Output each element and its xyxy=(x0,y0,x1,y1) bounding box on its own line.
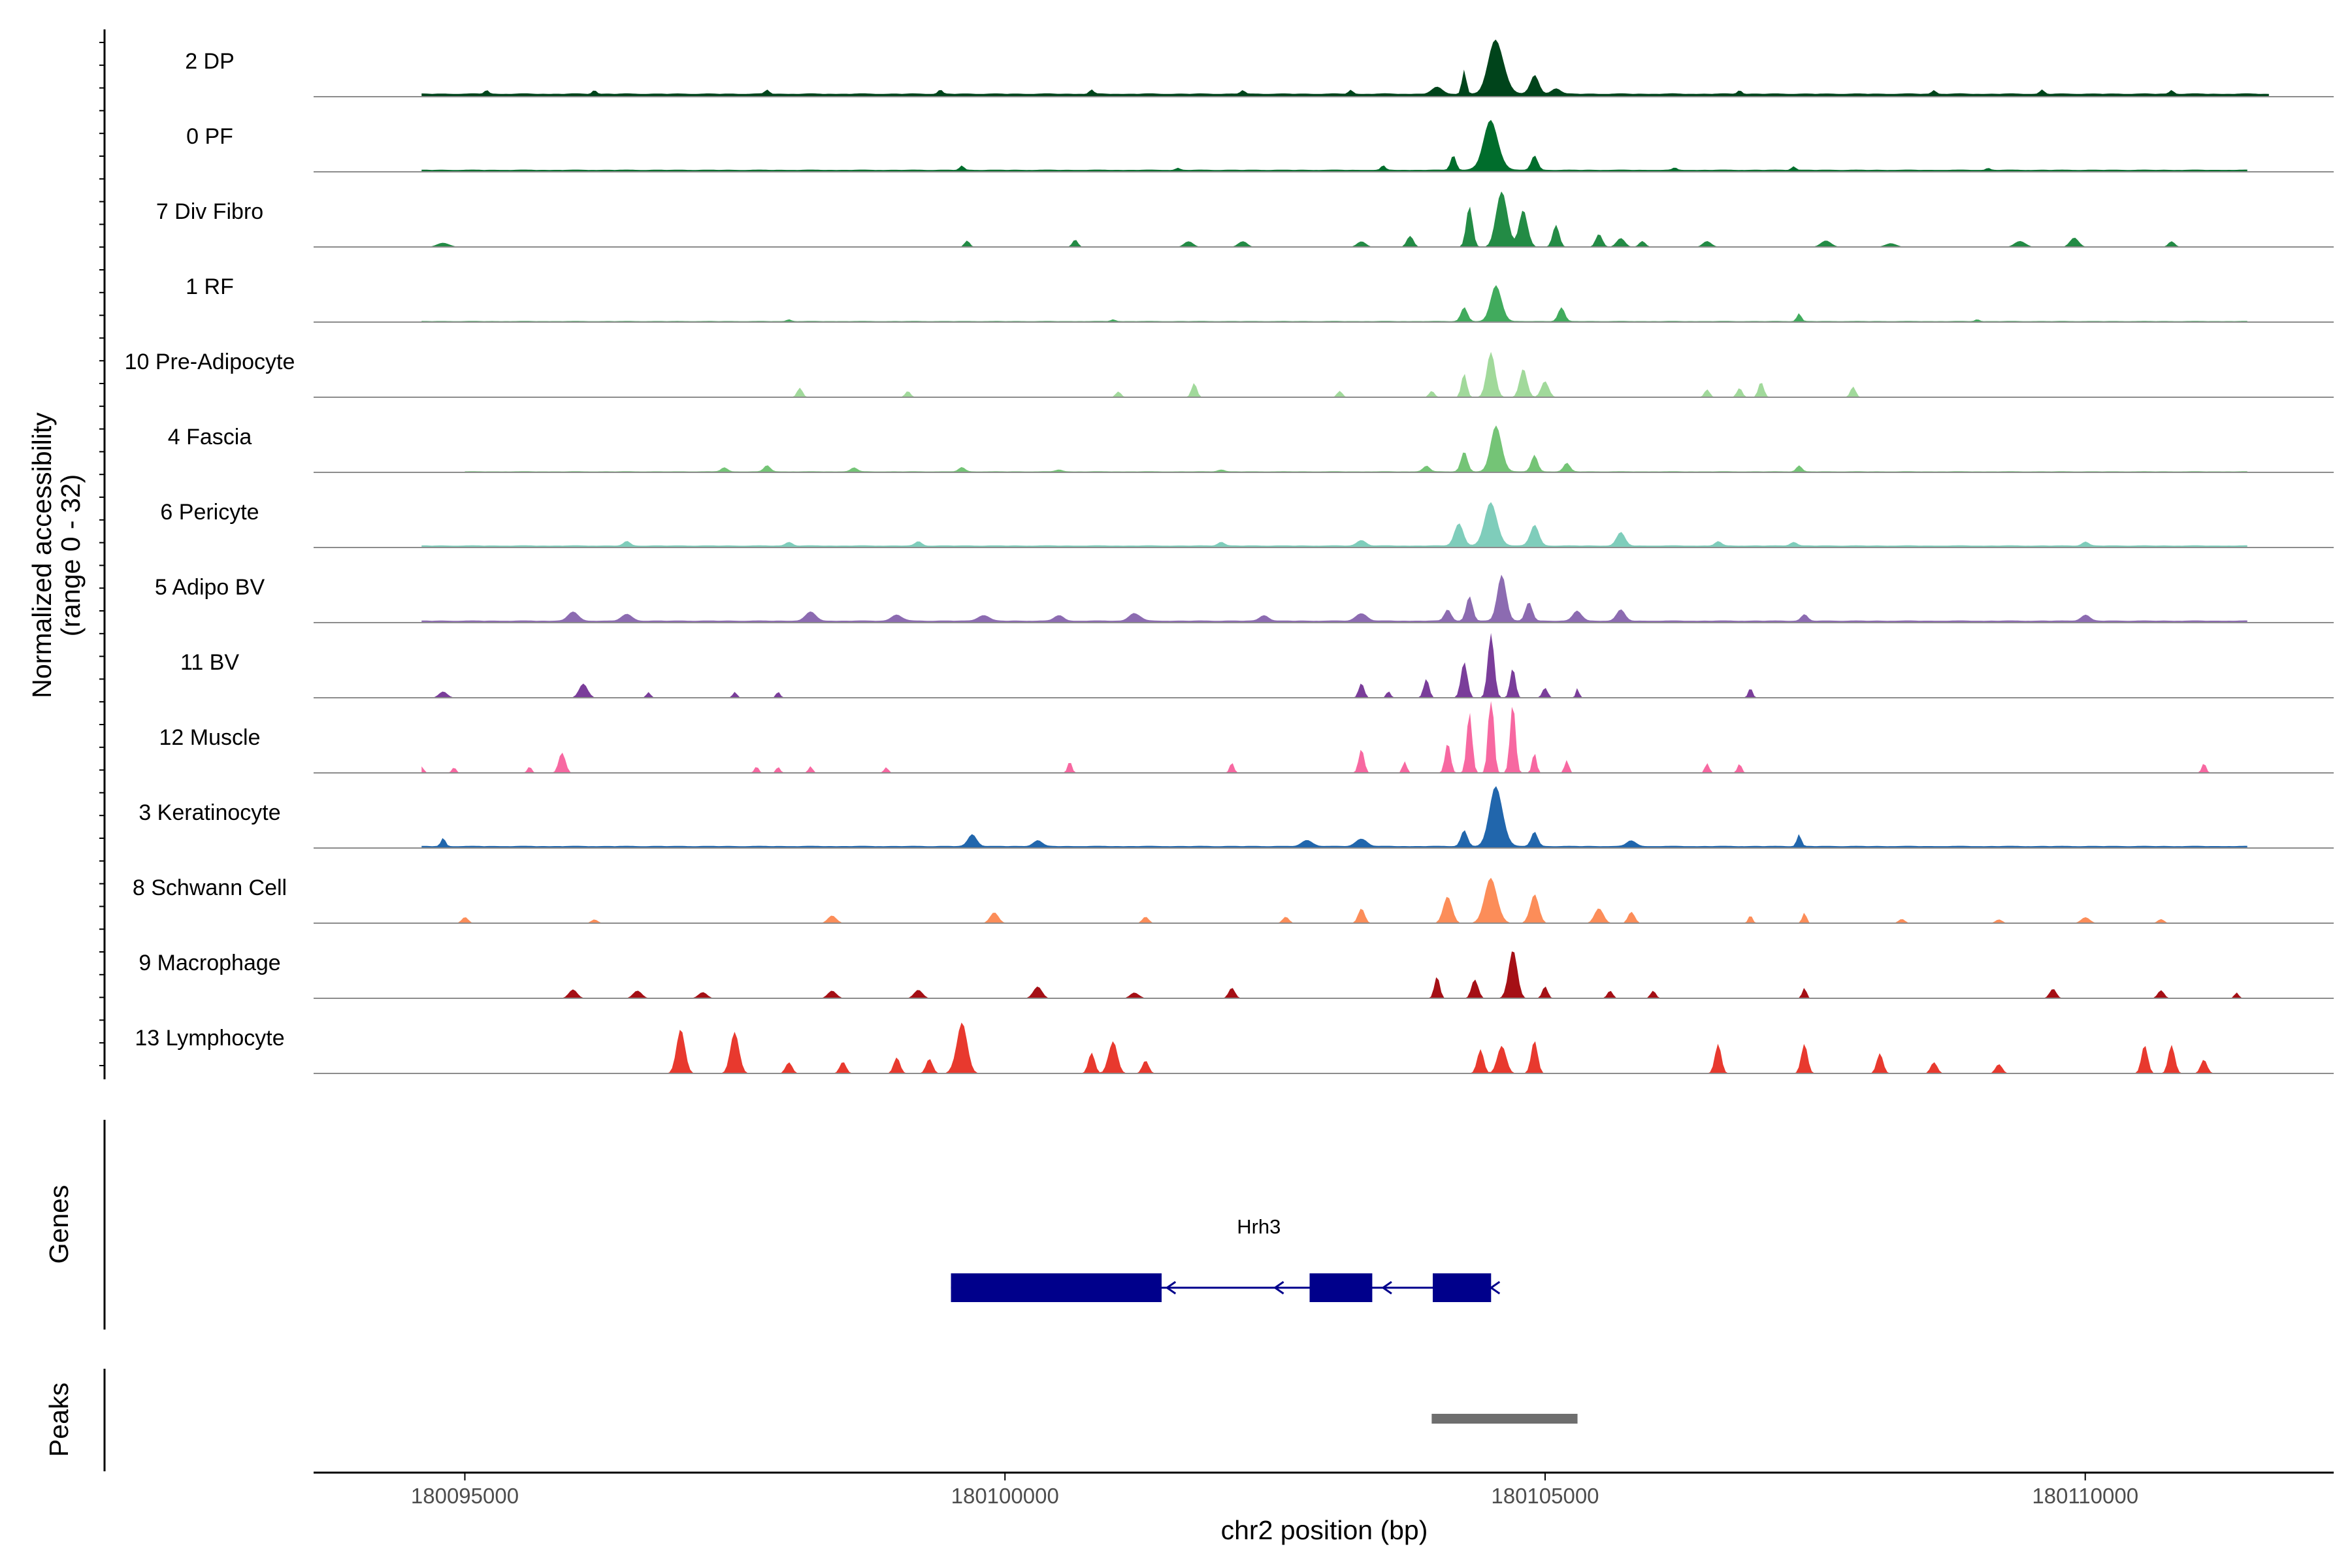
y-axis-title: Normalized accessibility(range 0 - 32) xyxy=(27,412,86,698)
track-0-pf: 0 PF xyxy=(186,120,2334,172)
strand-arrow xyxy=(1489,1281,1501,1295)
peaks-track-label: Peaks xyxy=(44,1382,74,1457)
track-label: 5 Adipo BV xyxy=(155,575,265,600)
coverage-area-12-muscle xyxy=(421,701,2247,773)
gene-exon xyxy=(1433,1273,1492,1302)
gene-name-label: Hrh3 xyxy=(1237,1215,1281,1238)
coverage-area-1-rf xyxy=(421,285,2247,322)
track-label: 10 Pre-Adipocyte xyxy=(125,350,295,374)
x-tick-label: 180110000 xyxy=(2032,1484,2138,1508)
strand-arrow xyxy=(1381,1281,1392,1295)
track-label: 11 BV xyxy=(180,650,239,675)
coverage-area-3-keratinocyte xyxy=(421,786,2247,848)
x-axis-title: chr2 position (bp) xyxy=(1221,1515,1428,1545)
peak-track: Peaks xyxy=(44,1369,1578,1471)
track-7-div-fibro: 7 Div Fibro xyxy=(156,191,2334,248)
coverage-area-0-pf xyxy=(421,120,2247,172)
coverage-area-13-lymphocyte xyxy=(421,1022,2247,1073)
track-5-adipo-bv: 5 Adipo BV xyxy=(155,574,2334,623)
coverage-area-5-adipo-bv xyxy=(421,574,2247,623)
x-tick-label: 180100000 xyxy=(951,1484,1059,1508)
peak-region xyxy=(1431,1414,1578,1424)
track-label: 9 Macrophage xyxy=(139,951,280,975)
track-label: 6 Pericyte xyxy=(160,500,259,525)
coverage-area-6-pericyte xyxy=(421,502,2247,547)
track-label: 0 PF xyxy=(186,124,233,149)
track-label: 1 RF xyxy=(186,274,234,299)
coverage-area-4-fascia xyxy=(465,425,2247,472)
track-2-dp: 2 DP xyxy=(185,39,2334,97)
track-label: 3 Keratinocyte xyxy=(139,800,280,825)
track-10-pre-adipocyte: 10 Pre-Adipocyte xyxy=(125,350,2334,398)
track-label: 2 DP xyxy=(185,49,235,74)
track-label: 12 Muscle xyxy=(159,725,261,750)
track-12-muscle: 12 Muscle xyxy=(159,701,2334,774)
gene-exon xyxy=(1309,1273,1373,1302)
track-8-schwann-cell: 8 Schwann Cell xyxy=(133,875,2334,924)
coverage-tracks: 2 DP 0 PF 7 Div Fibro 1 RF 10 Pre-Adipocyte 4… xyxy=(125,39,2334,1074)
track-3-keratinocyte: 3 Keratinocyte xyxy=(139,786,2334,849)
genes-track-label: Genes xyxy=(44,1185,74,1264)
x-tick-label: 180105000 xyxy=(1491,1484,1599,1508)
coverage-area-2-dp xyxy=(421,39,2269,97)
track-label: 8 Schwann Cell xyxy=(133,875,287,900)
gene-track: Genes Hrh3 xyxy=(44,1120,1501,1330)
strand-arrow xyxy=(1165,1281,1177,1295)
track-13-lymphocyte: 13 Lymphocyte xyxy=(135,1022,2334,1074)
coverage-area-8-schwann-cell xyxy=(421,877,2247,923)
coverage-area-9-macrophage xyxy=(421,951,2247,998)
track-9-macrophage: 9 Macrophage xyxy=(139,951,2334,999)
track-11-bv: 11 BV xyxy=(180,632,2334,698)
gene-exon xyxy=(951,1273,1162,1302)
track-label: 4 Fascia xyxy=(168,425,252,449)
x-tick-label: 180095000 xyxy=(411,1484,519,1508)
coverage-area-11-bv xyxy=(421,632,2247,698)
axes: Normalized accessibility(range 0 - 32) 18… xyxy=(27,29,2334,1508)
track-4-fascia: 4 Fascia xyxy=(168,425,2334,473)
track-label: 13 Lymphocyte xyxy=(135,1026,284,1051)
track-1-rf: 1 RF xyxy=(186,274,2334,323)
y-axis-title-line: Normalized accessibility xyxy=(27,412,57,698)
track-label: 7 Div Fibro xyxy=(156,199,263,224)
y-axis-title-line: (range 0 - 32) xyxy=(56,474,86,636)
track-6-pericyte: 6 Pericyte xyxy=(160,500,2334,548)
strand-arrow xyxy=(1273,1281,1284,1295)
coverage-area-10-pre-adipocyte xyxy=(421,351,2247,397)
coverage-area-7-div-fibro xyxy=(421,191,2247,247)
